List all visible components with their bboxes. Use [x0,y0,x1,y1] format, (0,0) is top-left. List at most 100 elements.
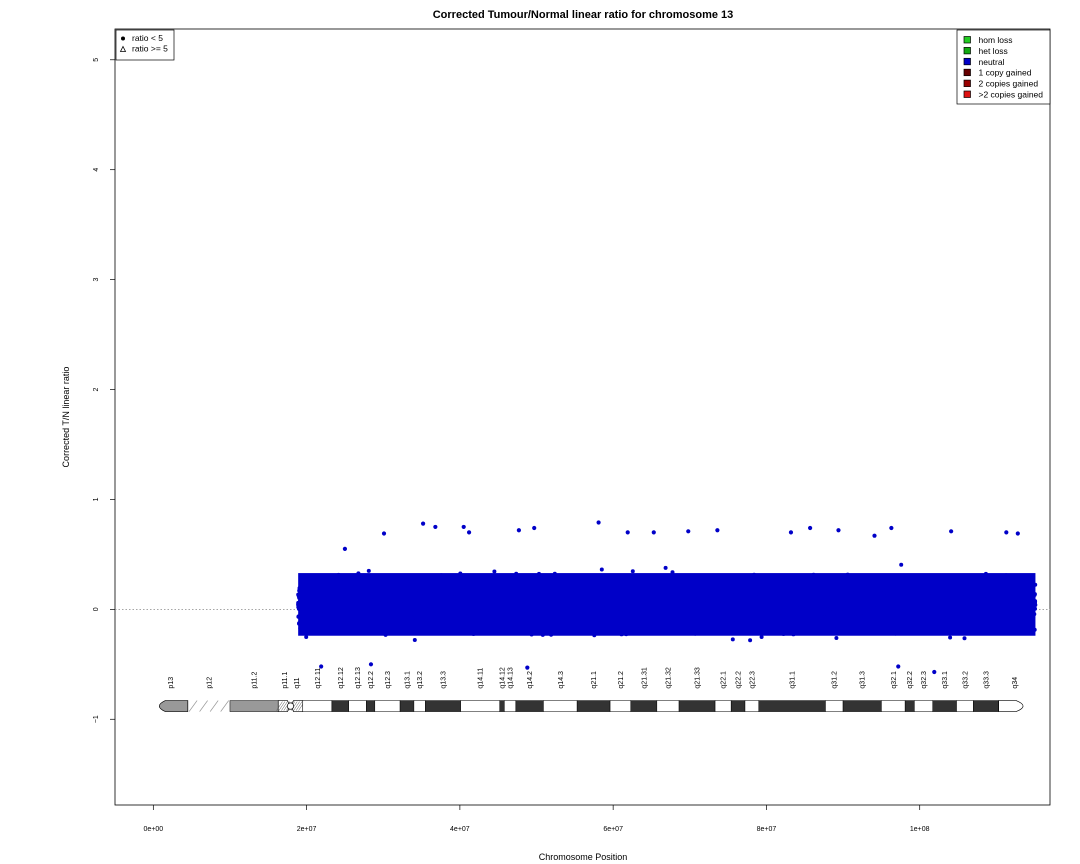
data-point [775,627,780,632]
ideogram-band [302,700,333,712]
data-point [331,608,336,613]
ideogram-band-label: q31.1 [790,671,797,689]
data-point [574,615,579,620]
data-point [863,619,867,624]
data-point [348,592,353,597]
ideogram-band [374,700,401,712]
data-point [327,581,331,586]
data-point [722,625,727,630]
data-point [445,622,450,627]
data-point [520,612,524,617]
data-point [940,580,945,585]
data-point [425,625,430,630]
data-point [307,601,312,606]
data-point [574,610,579,615]
data-point [645,628,650,633]
data-point [666,609,671,614]
stalk-hatch [220,700,230,712]
data-point [447,611,452,616]
data-point [526,600,531,605]
data-point [809,597,814,602]
ideogram-band [331,700,349,712]
data-point [749,613,754,618]
data-point [561,597,566,602]
data-point [395,596,399,601]
data-point [547,622,552,627]
data-point [615,619,620,624]
data-point [888,589,893,593]
data-point [656,601,661,605]
data-point [741,609,746,614]
data-point [612,600,617,604]
data-point [400,603,405,608]
data-point [871,627,876,632]
data-point [519,588,524,593]
data-point [563,605,568,610]
data-point [904,619,908,624]
data-point [605,589,610,594]
data-point [790,617,795,622]
data-point [322,622,327,627]
data-point [432,598,437,603]
data-point [788,587,793,592]
data-point [471,632,476,636]
data-point [795,620,800,625]
data-point [512,607,517,612]
data-point [597,626,602,631]
data-point [312,604,317,609]
data-point [441,589,446,594]
data-point [794,597,799,602]
data-point [907,620,912,625]
ideogram-band-label: q14.11 [478,668,485,689]
data-point [874,587,879,592]
data-point [584,622,589,627]
data-point [832,610,837,615]
data-point [899,625,904,630]
stalk-hatch [209,700,219,712]
data-point [547,611,552,616]
data-point [620,589,625,594]
ideogram-band-label: q11 [294,677,301,688]
data-point [877,626,882,631]
data-point [562,585,566,590]
data-point [718,621,723,626]
ideogram-band-label: q12.2 [368,671,375,689]
data-point [691,604,696,609]
data-point [672,621,677,626]
data-point [317,614,322,618]
data-point [493,591,498,596]
data-point [860,614,865,619]
data-point [1020,580,1025,585]
data-point [404,578,409,583]
data-point [703,606,708,611]
data-point [606,602,611,607]
data-point [578,609,583,613]
data-point [549,632,554,637]
data-point [735,626,740,631]
data-point [999,580,1004,585]
data-point [356,595,361,600]
data-point [771,579,776,584]
data-point [1012,581,1017,585]
data-point [693,631,698,636]
data-point [493,578,498,583]
ideogram-band [825,700,844,712]
data-point [386,610,391,614]
data-point [1021,626,1026,631]
data-point [1010,603,1015,608]
data-point [686,577,691,582]
data-point [510,620,515,625]
data-point [679,612,684,617]
data-point [929,614,934,619]
data-point [297,621,302,626]
data-point [916,604,921,609]
data-point [483,605,488,610]
data-point [885,620,890,625]
data-point [731,583,736,588]
data-point [708,600,713,604]
data-point [776,611,781,616]
data-point [308,605,313,610]
data-point [434,586,439,591]
data-point [993,612,998,617]
data-point [912,591,917,596]
